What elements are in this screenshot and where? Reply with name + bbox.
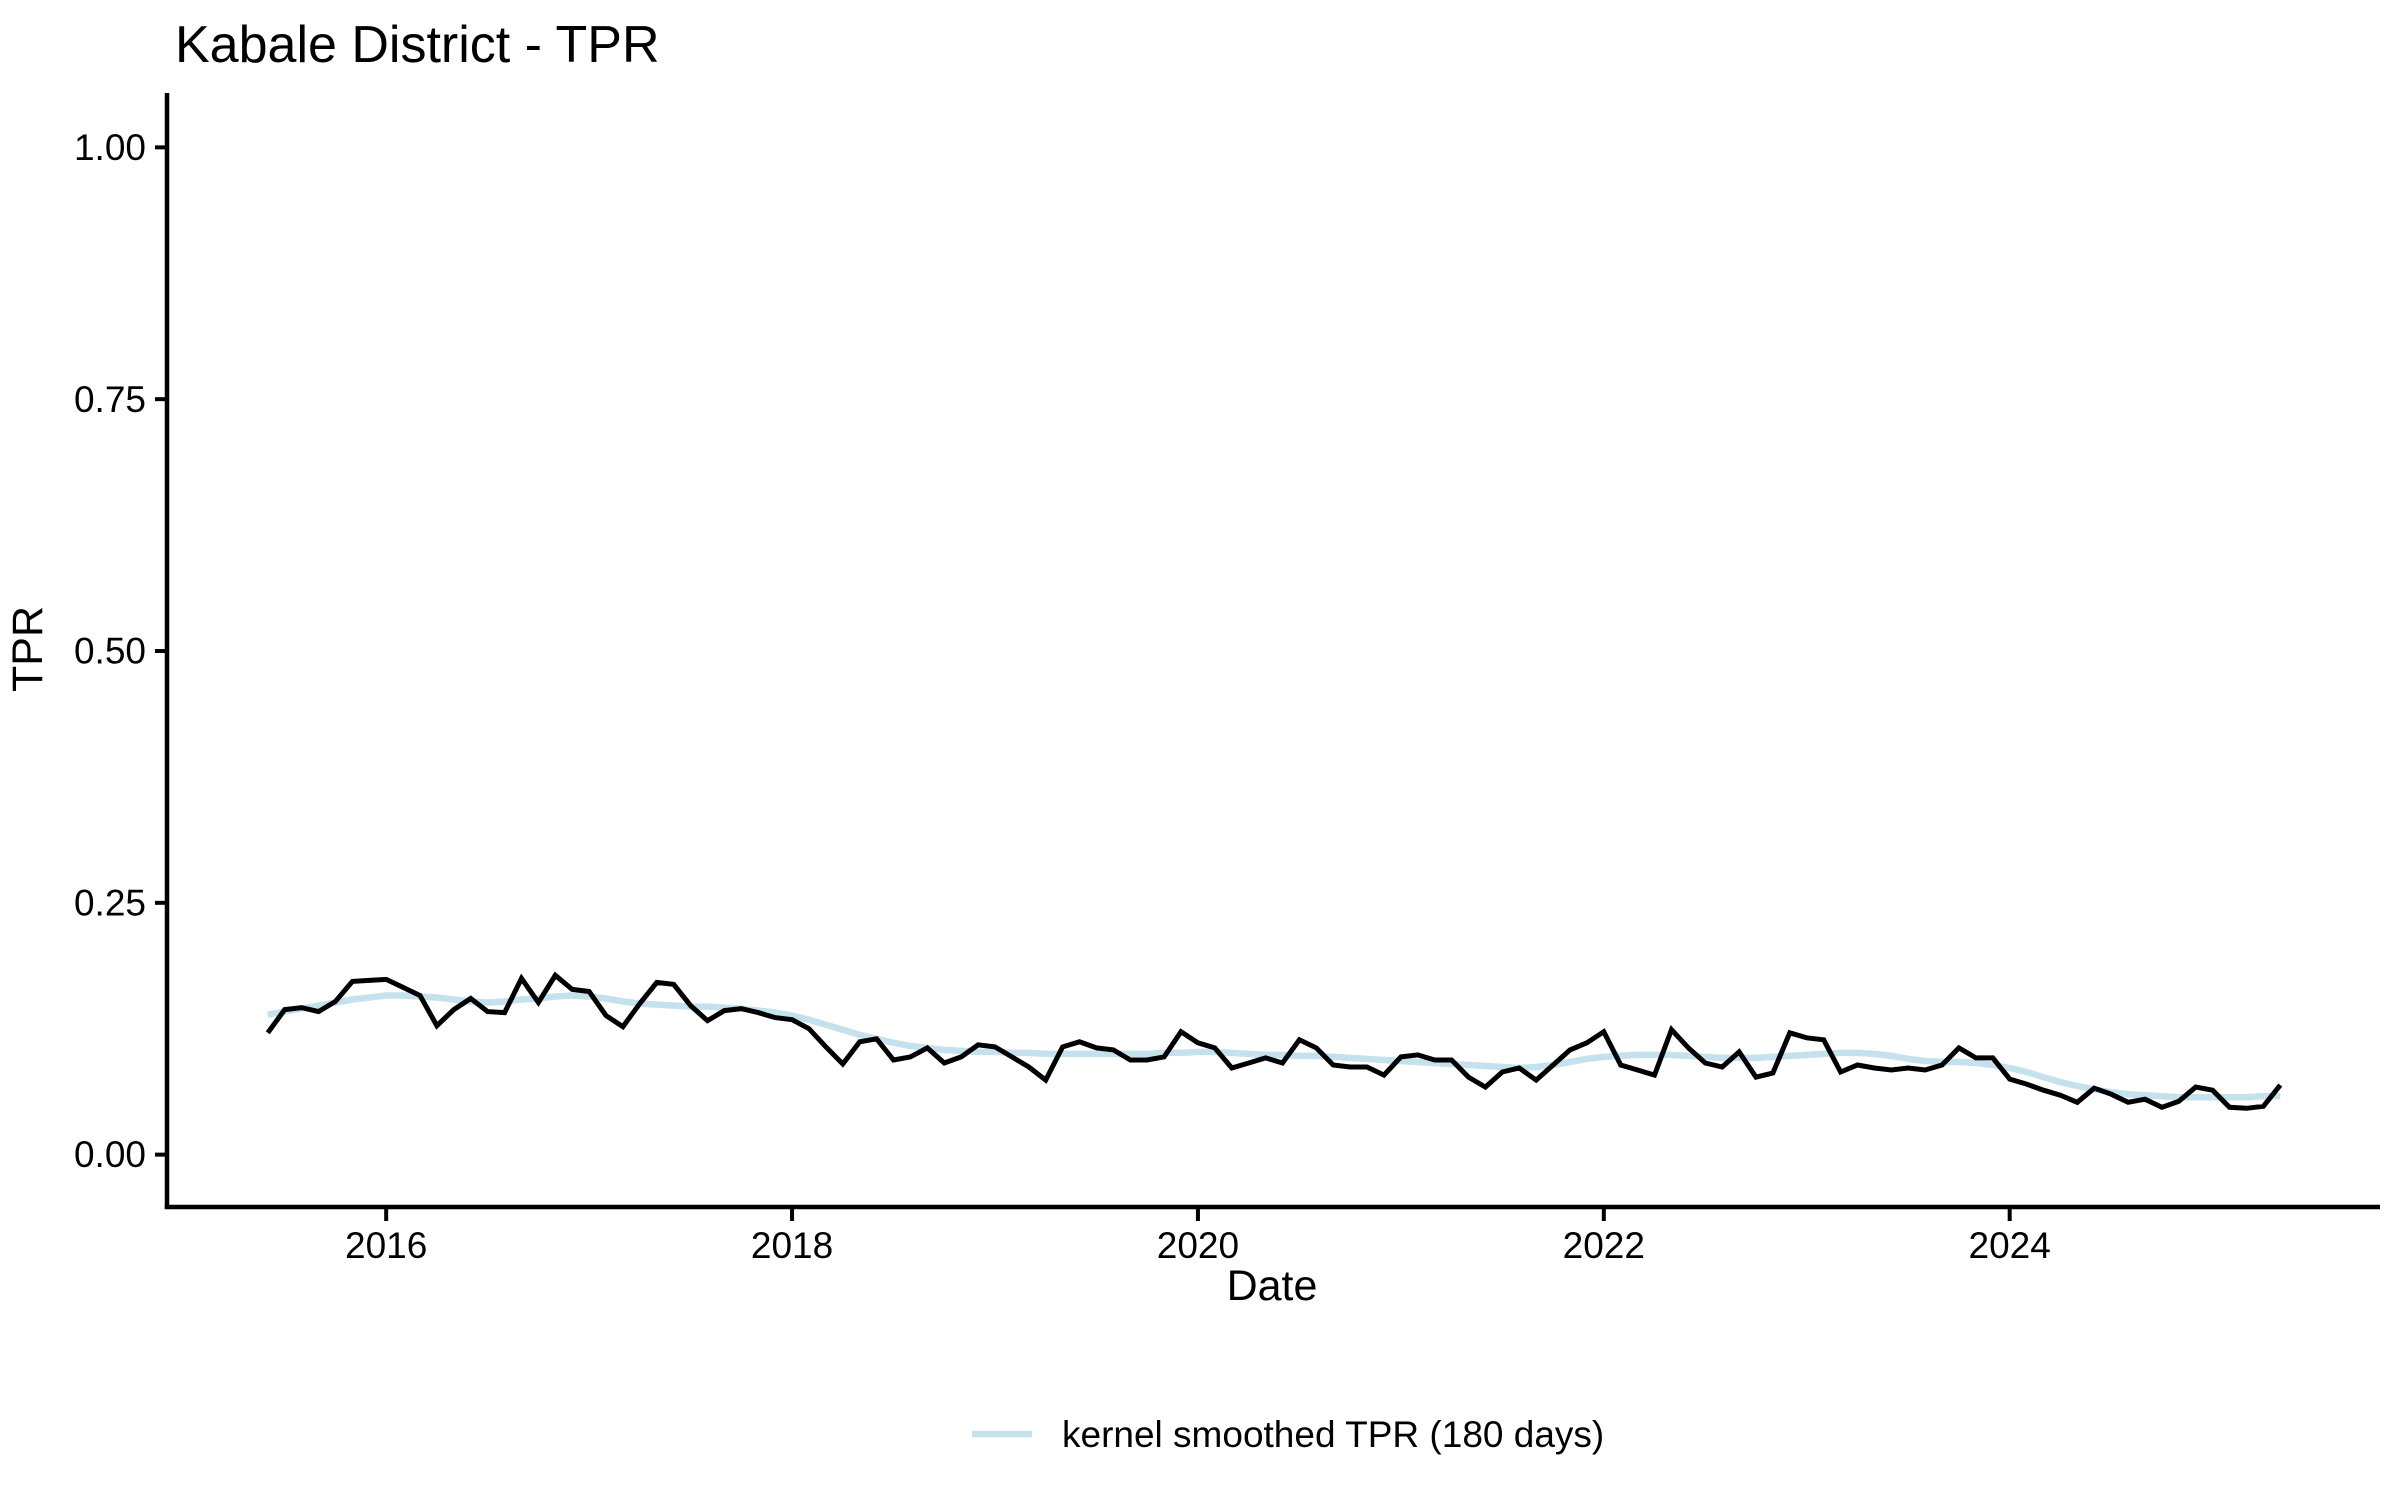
chart-title: Kabale District - TPR: [175, 16, 660, 74]
y-tick-label: 0.00: [74, 1134, 146, 1175]
tpr-line: [265, 971, 2283, 1111]
y-tick-label: 0.25: [74, 882, 146, 923]
legend: kernel smoothed TPR (180 days): [972, 1414, 1604, 1455]
y-axis-title: TPR: [4, 606, 52, 692]
y-tick-label: 0.50: [74, 631, 146, 672]
x-tick-label: 2020: [1157, 1225, 1239, 1266]
y-tick-label: 0.75: [74, 379, 146, 420]
x-axis-title: Date: [1227, 1262, 1318, 1310]
x-tick-label: 2022: [1563, 1225, 1645, 1266]
x-tick-label: 2024: [1969, 1225, 2051, 1266]
y-axis-ticks: 0.00 0.25 0.50 0.75 1.00: [74, 127, 167, 1175]
x-tick-label: 2018: [751, 1225, 833, 1266]
series-lines: [265, 971, 2283, 1111]
x-axis-ticks: 2016 2018 2020 2022 2024: [345, 1209, 2051, 1266]
y-tick-label: 1.00: [74, 127, 146, 168]
smoothed-tpr-line: [267, 992, 2281, 1101]
x-tick-label: 2016: [345, 1225, 427, 1266]
legend-label: kernel smoothed TPR (180 days): [1062, 1414, 1604, 1455]
